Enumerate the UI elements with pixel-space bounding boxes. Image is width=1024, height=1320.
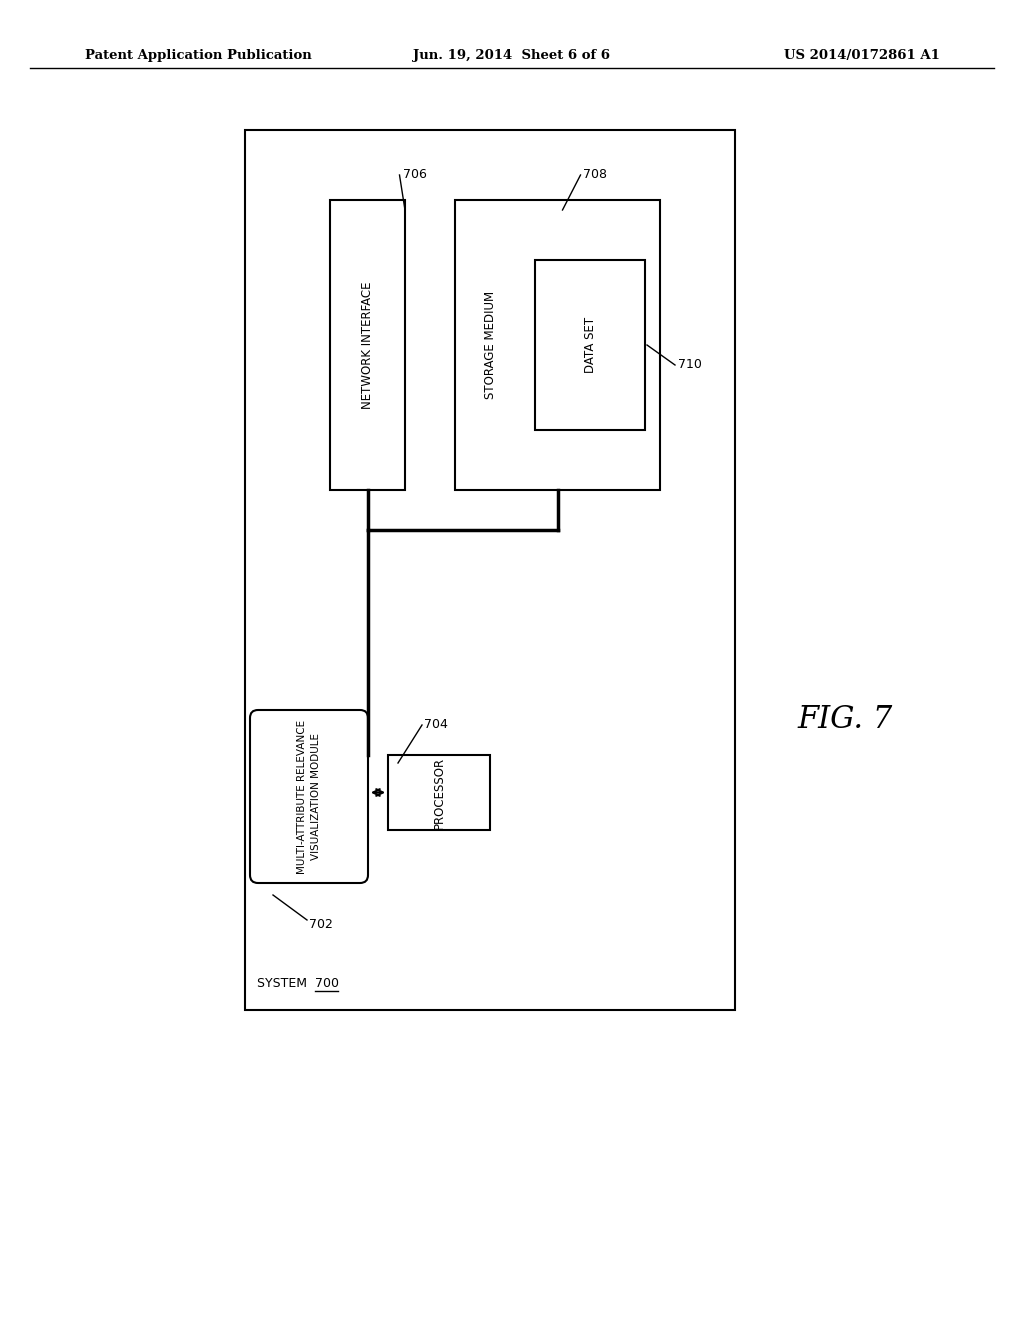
Text: NETWORK INTERFACE: NETWORK INTERFACE <box>361 281 374 409</box>
Text: STORAGE MEDIUM: STORAGE MEDIUM <box>483 290 497 399</box>
Text: PROCESSOR: PROCESSOR <box>432 756 445 829</box>
Text: MULTI-ATTRIBUTE RELEVANCE
VISUALIZATION MODULE: MULTI-ATTRIBUTE RELEVANCE VISUALIZATION … <box>297 719 321 874</box>
Text: DATA SET: DATA SET <box>584 317 597 374</box>
Text: Jun. 19, 2014  Sheet 6 of 6: Jun. 19, 2014 Sheet 6 of 6 <box>414 49 610 62</box>
Text: US 2014/0172861 A1: US 2014/0172861 A1 <box>784 49 940 62</box>
Text: FIG. 7: FIG. 7 <box>798 705 893 735</box>
Text: 704: 704 <box>424 718 447 731</box>
Bar <box>245 129 735 1010</box>
Text: Patent Application Publication: Patent Application Publication <box>85 49 311 62</box>
FancyBboxPatch shape <box>250 710 368 883</box>
Text: 700: 700 <box>315 977 339 990</box>
Bar <box>535 260 645 430</box>
Text: 706: 706 <box>402 169 426 181</box>
Bar <box>330 201 406 490</box>
Bar <box>388 755 490 830</box>
Text: 702: 702 <box>309 919 333 932</box>
Text: 710: 710 <box>678 359 701 371</box>
Text: SYSTEM: SYSTEM <box>257 977 315 990</box>
Bar <box>455 201 660 490</box>
Text: 708: 708 <box>583 169 606 181</box>
